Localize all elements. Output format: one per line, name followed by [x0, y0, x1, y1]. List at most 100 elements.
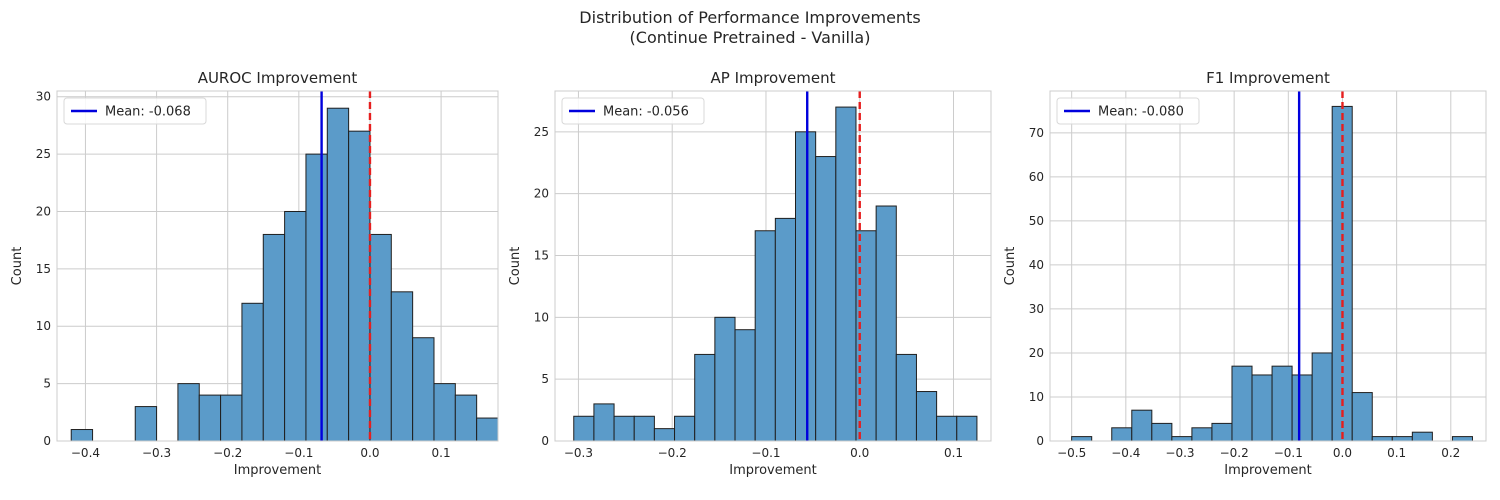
- histogram-bar: [1131, 409, 1153, 442]
- y-tick-label: 25: [36, 147, 51, 161]
- x-tick-label: −0.1: [284, 446, 313, 460]
- histogram-bar: [1411, 431, 1433, 442]
- histogram-bar: [915, 391, 938, 442]
- y-tick-label: 15: [534, 248, 549, 262]
- y-tick-label: 10: [36, 319, 51, 333]
- y-tick-label: 0: [1036, 434, 1044, 448]
- x-axis-label: Improvement: [234, 463, 321, 478]
- histogram-bar: [936, 415, 958, 442]
- histogram-bar: [390, 291, 414, 442]
- histogram-bar: [593, 403, 615, 442]
- histogram-bar: [284, 210, 307, 442]
- histogram-bar: [1151, 422, 1173, 442]
- x-tick-label: −0.2: [658, 446, 687, 460]
- histogram-bar: [134, 406, 158, 442]
- x-tick-label: −0.3: [1165, 446, 1194, 460]
- histogram-bar: [956, 415, 978, 442]
- legend-box: [63, 97, 207, 125]
- histogram-bar: [653, 428, 676, 442]
- histogram-bar: [835, 106, 857, 442]
- chart-panel-2: −0.3 −0.2 −0.1 0.0 0.1 0 5 10 15 20 25 AP Improveme…: [508, 69, 992, 478]
- y-tick-label: 5: [43, 377, 51, 391]
- y-tick-label: 50: [1029, 214, 1044, 228]
- y-tick-label: 20: [1029, 346, 1044, 360]
- x-tick-label: −0.4: [1111, 446, 1140, 460]
- x-tick-label: 0.0: [850, 446, 869, 460]
- histogram-bar: [433, 383, 456, 442]
- chart-title: F1 Improvement: [1206, 69, 1330, 87]
- x-tick-label: −0.4: [71, 446, 100, 460]
- histogram-bar: [795, 131, 817, 442]
- histogram-bar: [875, 205, 897, 442]
- suptitle-line-1: Distribution of Performance Improvements: [579, 8, 921, 27]
- chart-panel-3: −0.5 −0.4 −0.3 −0.2 −0.1 0.0 0.1 0.2 0 10 20 30 40 50…: [1003, 69, 1487, 478]
- histogram-bar: [1171, 436, 1193, 442]
- y-tick-label: 70: [1029, 126, 1044, 140]
- x-tick-label: −0.1: [1274, 446, 1303, 460]
- histogram-bar: [241, 302, 264, 442]
- x-tick-label: −0.3: [142, 446, 171, 460]
- y-tick-label: 10: [1029, 390, 1044, 404]
- histogram-bar: [1291, 374, 1313, 442]
- histogram-bar: [694, 353, 716, 442]
- histogram-bar: [369, 233, 392, 442]
- y-tick-label: 5: [541, 372, 549, 386]
- y-tick-label: 60: [1029, 170, 1044, 184]
- histogram-bar: [454, 394, 478, 442]
- histogram-bar: [1311, 352, 1333, 442]
- x-tick-label: 0.1: [944, 446, 963, 460]
- histogram-bar: [262, 233, 286, 442]
- histogram-bar: [70, 429, 94, 442]
- y-tick-label: 20: [534, 187, 549, 201]
- x-tick-label: 0.1: [432, 446, 451, 460]
- legend-mean-label: Mean: -0.080: [1098, 105, 1184, 120]
- y-tick-label: 40: [1029, 258, 1044, 272]
- histogram-bar: [815, 156, 837, 442]
- histogram-bar: [573, 415, 595, 442]
- x-tick-label: −0.2: [213, 446, 242, 460]
- legend-mean-label: Mean: -0.068: [105, 105, 191, 120]
- histogram-bar: [1251, 374, 1273, 442]
- chart-title: AP Improvement: [711, 69, 836, 87]
- y-tick-label: 30: [1029, 302, 1044, 316]
- x-tick-label: −0.2: [1220, 446, 1249, 460]
- x-axis-label: Improvement: [729, 463, 816, 478]
- histogram-bar: [348, 130, 371, 442]
- histogram-bar: [613, 415, 635, 442]
- y-axis-label: Count: [10, 247, 25, 286]
- histogram-bar: [326, 107, 350, 442]
- histogram-bar: [1371, 436, 1393, 442]
- figure-suptitle: Distribution of Performance Improvements…: [0, 8, 1500, 48]
- histogram-bar: [1071, 436, 1093, 442]
- x-tick-label: 0.0: [1333, 446, 1352, 460]
- legend-box: [561, 97, 705, 125]
- histogram-bar: [774, 217, 797, 442]
- legend-box: [1056, 97, 1200, 125]
- x-tick-label: 0.2: [1441, 446, 1460, 460]
- histogram-bar: [1271, 365, 1293, 442]
- y-tick-label: 0: [43, 434, 51, 448]
- y-tick-label: 30: [36, 90, 51, 104]
- y-axis-label: Count: [508, 247, 523, 286]
- plot-frame: [56, 90, 499, 442]
- x-tick-label: 0.1: [1387, 446, 1406, 460]
- x-tick-label: −0.3: [564, 446, 593, 460]
- histogram-bar: [476, 417, 499, 442]
- chart-panel-1: −0.4 −0.3 −0.2 −0.1 0.0 0.1 0 5 10 15 20 25 30 AUROC …: [10, 69, 499, 478]
- y-tick-label: 15: [36, 262, 51, 276]
- histogram-bar: [1351, 392, 1373, 442]
- y-tick-label: 10: [534, 310, 549, 324]
- y-tick-label: 0: [541, 434, 549, 448]
- x-axis-label: Improvement: [1224, 463, 1311, 478]
- histogram-bar: [220, 394, 243, 442]
- histogram-bar: [1191, 427, 1213, 442]
- histogram-bar: [1451, 436, 1473, 442]
- histogram-bar: [633, 415, 655, 442]
- legend-mean-label: Mean: -0.056: [603, 105, 689, 120]
- histogram-bar: [198, 394, 222, 442]
- histogram-bar: [1231, 365, 1253, 442]
- y-tick-label: 20: [36, 204, 51, 218]
- x-tick-label: 0.0: [360, 446, 379, 460]
- chart-title: AUROC Improvement: [198, 69, 358, 87]
